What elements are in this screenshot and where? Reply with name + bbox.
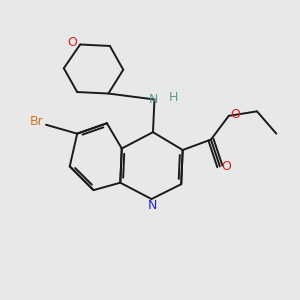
Text: O: O: [230, 108, 240, 121]
Text: O: O: [67, 37, 77, 50]
Text: N: N: [147, 199, 157, 212]
Text: N: N: [148, 93, 158, 106]
Text: Br: Br: [30, 115, 44, 128]
Text: H: H: [169, 91, 178, 103]
Text: O: O: [221, 160, 231, 173]
